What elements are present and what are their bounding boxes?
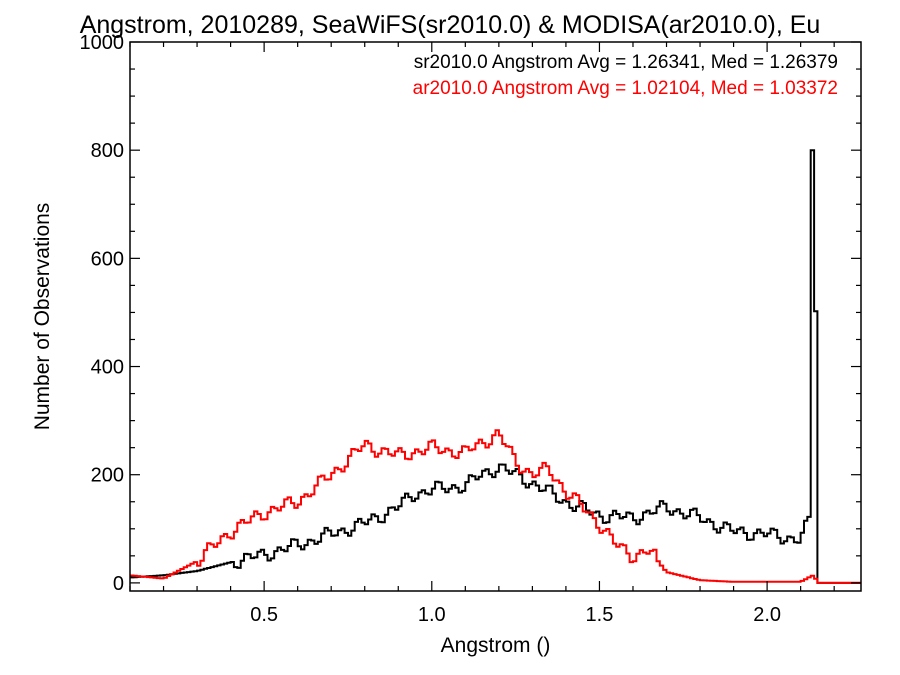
series-line-sr2010.0 <box>130 149 861 584</box>
y-axis-label: Number of Observations <box>31 203 54 431</box>
series-line-ar2010.0 <box>130 429 861 584</box>
y-tick-label: 800 <box>91 140 124 162</box>
legend-sr2010: sr2010.0 Angstrom Avg = 1.26341, Med = 1… <box>414 52 838 73</box>
y-tick-label: 0 <box>113 573 124 595</box>
y-tick-label: 600 <box>91 248 124 270</box>
x-tick-label: 0.5 <box>250 604 278 626</box>
series-layer <box>130 149 861 584</box>
plot-frame <box>129 41 862 592</box>
x-axis-label: Angstrom () <box>441 634 551 657</box>
y-tick-label: 400 <box>91 357 124 379</box>
legend-ar2010: ar2010.0 Angstrom Avg = 1.02104, Med = 1… <box>413 78 838 99</box>
x-tick-label: 2.0 <box>753 604 781 626</box>
y-tick-label: 1000 <box>80 32 125 54</box>
x-tick-label: 1.0 <box>418 604 446 626</box>
y-tick-label: 200 <box>91 465 124 487</box>
x-tick-label: 1.5 <box>586 604 614 626</box>
ticks-layer: 0.5 1.0 1.5 2.0 0 200 400 600 800 1000 <box>80 32 861 626</box>
chart-title: Angstrom, 2010289, SeaWiFS(sr2010.0) & M… <box>80 11 821 39</box>
